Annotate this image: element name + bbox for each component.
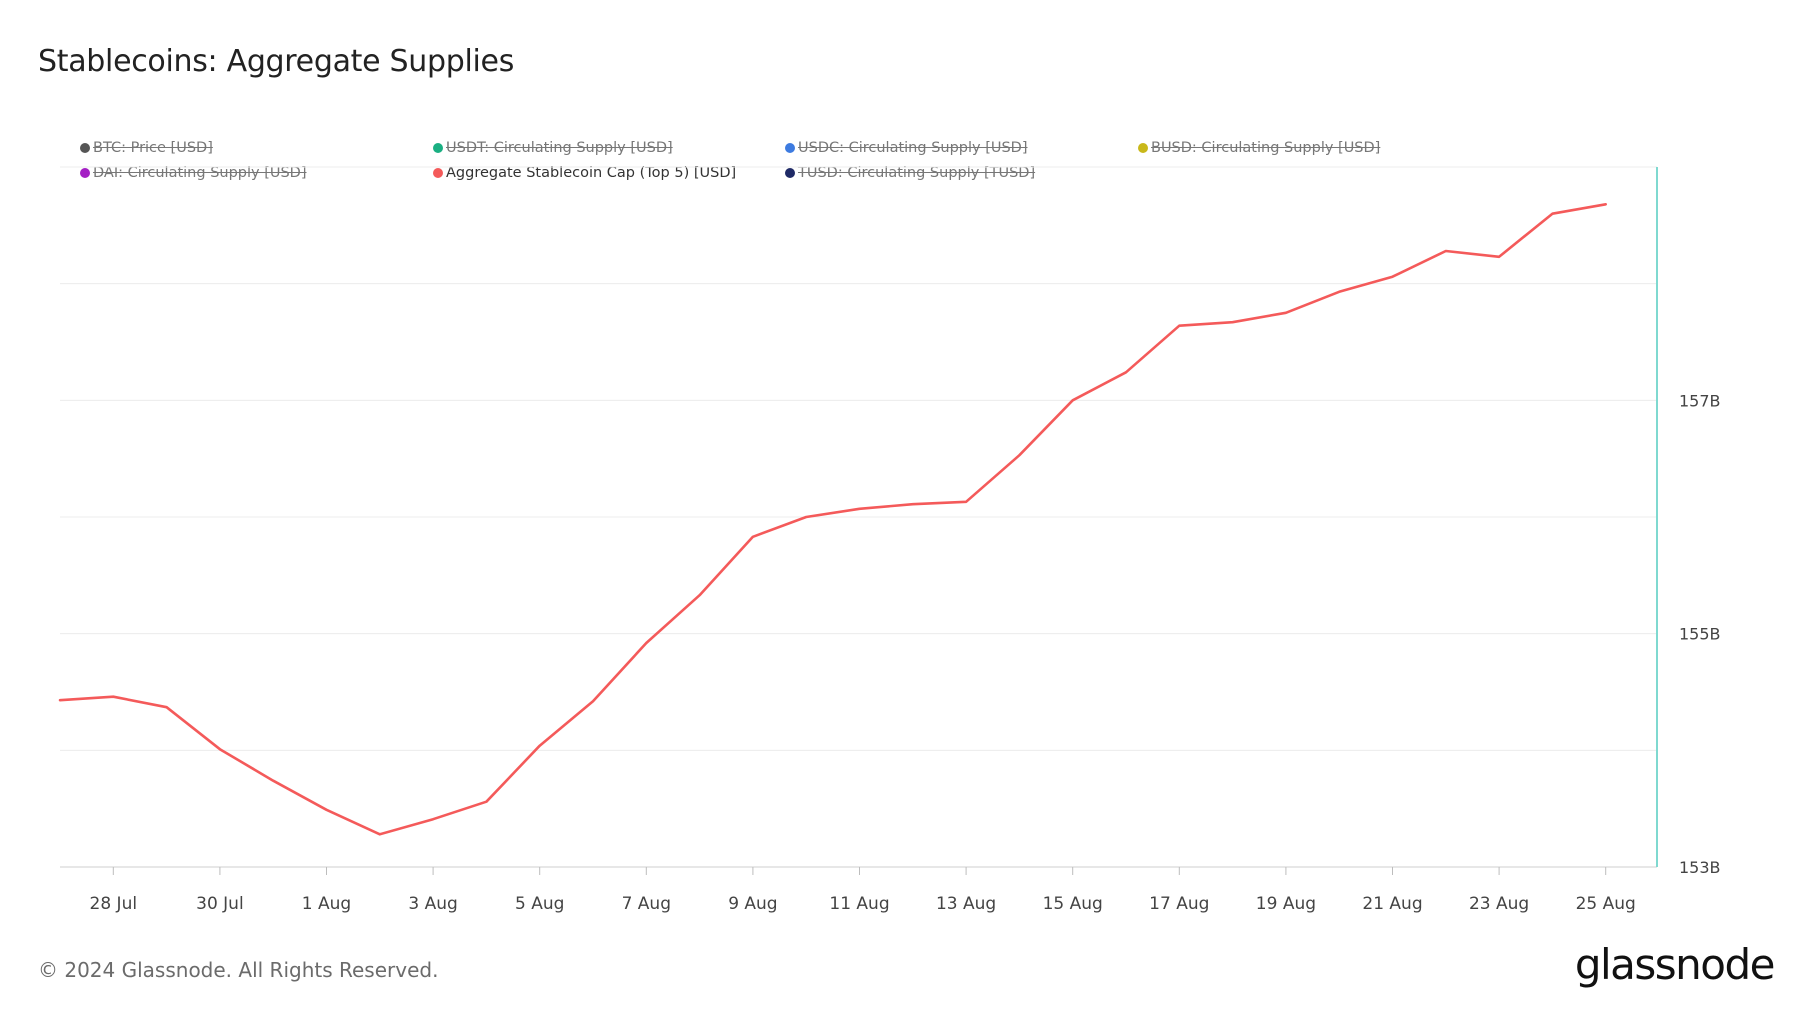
legend-label: USDT: Circulating Supply [USD]	[446, 140, 673, 156]
legend-label: BUSD: Circulating Supply [USD]	[1151, 140, 1381, 156]
x-axis: 28 Jul 30 Jul 1 Aug 3 Aug 5 Aug 7 Aug 9 Aug 11 …	[90, 867, 1636, 914]
x-tick-label: 19 Aug	[1256, 894, 1316, 914]
y-tick-label: 153B	[1679, 858, 1721, 877]
x-tick-label: 30 Jul	[196, 894, 244, 914]
series-layer	[58, 203, 1607, 836]
legend-item-usdt[interactable]: USDT: Circulating Supply [USD]	[433, 140, 673, 156]
x-tick-label: 7 Aug	[622, 894, 671, 914]
gridlines	[60, 166, 1657, 868]
series-line-aggregate	[58, 203, 1607, 836]
legend-item-usdc[interactable]: USDC: Circulating Supply [USD]	[785, 140, 1028, 156]
x-tick-label: 23 Aug	[1469, 894, 1529, 914]
legend-dot-usdt	[433, 143, 443, 153]
legend-item-tusd[interactable]: TUSD: Circulating Supply [TUSD]	[785, 165, 1035, 181]
legend-item-dai[interactable]: DAI: Circulating Supply [USD]	[80, 165, 307, 181]
legend-dot-aggregate	[433, 168, 443, 178]
y-tick-label: 155B	[1679, 625, 1721, 644]
legend-item-busd[interactable]: BUSD: Circulating Supply [USD]	[1138, 140, 1380, 156]
x-tick-label: 15 Aug	[1043, 894, 1103, 914]
y-tick-label: 157B	[1679, 391, 1721, 410]
x-tick-label: 1 Aug	[302, 894, 351, 914]
legend-dot-dai	[80, 168, 90, 178]
legend-item-aggregate[interactable]: Aggregate Stablecoin Cap (Top 5) [USD]	[433, 165, 736, 181]
legend-dot-usdc	[785, 143, 795, 153]
legend-label: Aggregate Stablecoin Cap (Top 5) [USD]	[446, 165, 737, 181]
legend-item-btc[interactable]: BTC: Price [USD]	[80, 140, 213, 156]
chart-title: Stablecoins: Aggregate Supplies	[38, 44, 515, 79]
legend-label: BTC: Price [USD]	[93, 140, 213, 156]
x-tick-label: 11 Aug	[829, 894, 889, 914]
brand-logo: glassnode	[1574, 940, 1776, 989]
legend-label: DAI: Circulating Supply [USD]	[93, 165, 307, 181]
legend-dot-tusd	[785, 168, 795, 178]
legend-dot-btc	[80, 143, 90, 153]
legend-label: TUSD: Circulating Supply [TUSD]	[798, 165, 1036, 181]
legend-label: USDC: Circulating Supply [USD]	[798, 140, 1028, 156]
x-tick-label: 17 Aug	[1149, 894, 1209, 914]
x-tick-label: 5 Aug	[515, 894, 564, 914]
legend-dot-busd	[1138, 143, 1148, 153]
y-axis: 153B 155B 157B	[1656, 167, 1721, 877]
x-tick-label: 21 Aug	[1362, 894, 1422, 914]
x-tick-label: 13 Aug	[936, 894, 996, 914]
x-tick-label: 25 Aug	[1576, 894, 1636, 914]
copyright-footer: © 2024 Glassnode. All Rights Reserved.	[38, 958, 439, 982]
x-tick-label: 3 Aug	[408, 894, 457, 914]
x-tick-label: 28 Jul	[90, 894, 138, 914]
chart-legend: BTC: Price [USD] USDT: Circulating Suppl…	[0, 0, 1800, 200]
x-tick-label: 9 Aug	[728, 894, 777, 914]
